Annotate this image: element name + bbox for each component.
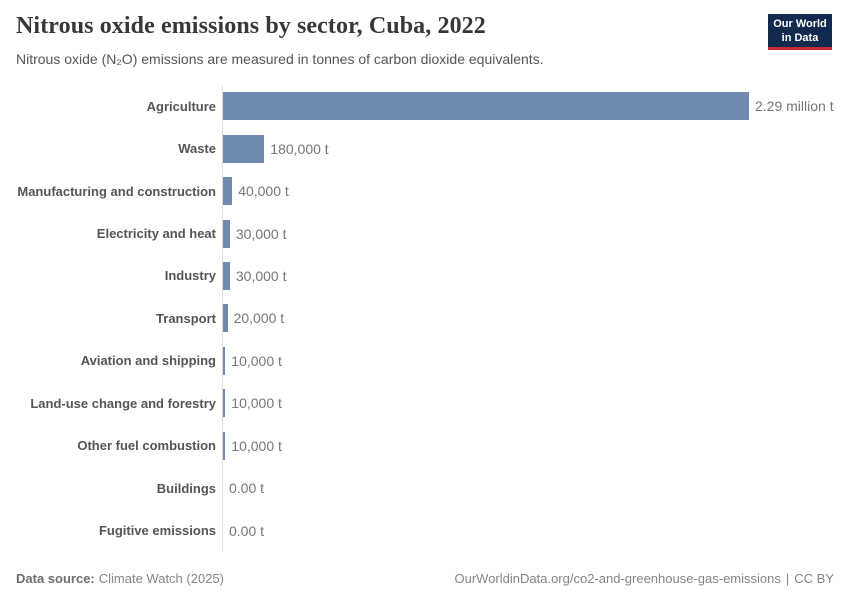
chart-subtitle: Nitrous oxide (N₂O) emissions are measur… — [16, 51, 544, 67]
footer-data-source: Data source: Climate Watch (2025) — [16, 571, 224, 586]
bar-area: 30,000 t — [223, 261, 287, 290]
bar-area: 180,000 t — [223, 134, 329, 163]
bar-area: 10,000 t — [223, 431, 282, 460]
bar[interactable] — [223, 92, 749, 121]
bar-area: 10,000 t — [223, 389, 282, 418]
footer-divider: | — [785, 571, 790, 586]
category-label: Land-use change and forestry — [30, 395, 216, 411]
bar-chart: Agriculture 2.29 million t Waste 180,000… — [0, 85, 850, 552]
category-label: Industry — [164, 268, 216, 284]
category-label: Agriculture — [146, 98, 216, 114]
value-label: 10,000 t — [231, 352, 282, 369]
bar[interactable] — [223, 177, 233, 206]
value-label: 20,000 t — [233, 310, 285, 327]
bar-area: 0.00 t — [223, 517, 264, 545]
owid-logo[interactable]: Our World in Data — [768, 14, 832, 50]
bar[interactable] — [223, 134, 265, 163]
chart-row: Buildings 0.00 t — [0, 467, 850, 509]
bar-area: 20,000 t — [223, 304, 285, 333]
owid-logo-line1: Our World — [773, 18, 827, 30]
chart-row: Electricity and heat 30,000 t — [0, 212, 850, 254]
bar[interactable] — [223, 261, 230, 290]
category-label: Waste — [178, 141, 216, 157]
chart-row: Industry 30,000 t — [0, 255, 850, 297]
bar[interactable] — [223, 219, 230, 248]
category-label: Manufacturing and construction — [17, 183, 216, 199]
chart-title: Nitrous oxide emissions by sector, Cuba,… — [16, 13, 486, 39]
category-label: Fugitive emissions — [98, 523, 216, 539]
owid-logo-line2: in Data — [781, 32, 819, 44]
chart-row: Fugitive emissions 0.00 t — [0, 509, 850, 551]
value-label: 180,000 t — [270, 140, 329, 157]
footer-license: CC BY — [794, 571, 834, 586]
category-label: Transport — [156, 310, 216, 326]
bar[interactable] — [223, 431, 226, 460]
footer-attribution: OurWorldinData.org/co2-and-greenhouse-ga… — [455, 571, 835, 586]
bar-area: 2.29 million t — [223, 92, 834, 121]
category-label: Electricity and heat — [96, 226, 216, 242]
value-label: 30,000 t — [235, 225, 287, 242]
value-label: 0.00 t — [229, 480, 265, 497]
chart-row: Agriculture 2.29 million t — [0, 85, 850, 127]
chart-row: Waste 180,000 t — [0, 127, 850, 169]
data-source-label: Data source: — [16, 571, 95, 586]
bar-area: 30,000 t — [223, 219, 287, 248]
footer-url-link[interactable]: OurWorldinData.org/co2-and-greenhouse-ga… — [454, 571, 781, 586]
category-label: Aviation and shipping — [80, 353, 216, 369]
value-label: 40,000 t — [238, 183, 289, 200]
chart-row: Other fuel combustion 10,000 t — [0, 425, 850, 467]
category-label: Other fuel combustion — [77, 438, 216, 454]
bar-area: 10,000 t — [223, 346, 282, 375]
value-label: 0.00 t — [229, 522, 265, 539]
chart-row: Land-use change and forestry 10,000 t — [0, 382, 850, 424]
value-label: 30,000 t — [235, 267, 287, 284]
bar-area: 0.00 t — [223, 474, 264, 502]
value-label: 10,000 t — [231, 395, 282, 412]
chart-row: Aviation and shipping 10,000 t — [0, 340, 850, 382]
bar[interactable] — [223, 346, 226, 375]
chart-row: Transport 20,000 t — [0, 297, 850, 339]
bar-area: 40,000 t — [223, 177, 289, 206]
chart-rows: Agriculture 2.29 million t Waste 180,000… — [0, 85, 850, 552]
category-label: Buildings — [156, 480, 216, 496]
footer: Data source: Climate Watch (2025) OurWorl… — [16, 571, 834, 586]
bar[interactable] — [223, 304, 228, 333]
bar[interactable] — [223, 389, 226, 418]
chart-row: Manufacturing and construction 40,000 t — [0, 170, 850, 212]
data-source-value: Climate Watch (2025) — [98, 571, 224, 586]
y-axis-line — [222, 85, 223, 552]
value-label: 10,000 t — [231, 437, 282, 454]
value-label: 2.29 million t — [755, 98, 834, 115]
